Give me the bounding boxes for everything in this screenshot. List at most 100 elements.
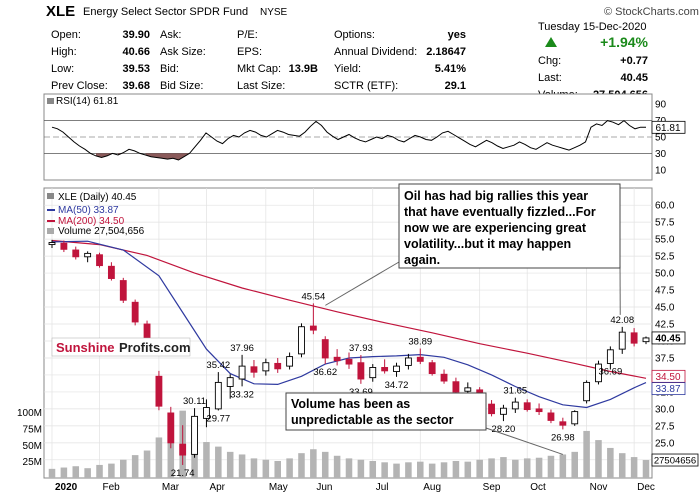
candle	[488, 400, 495, 417]
candle-body	[48, 242, 56, 246]
rsi-line	[51, 119, 647, 161]
candle	[155, 370, 163, 411]
volume-bar	[96, 464, 103, 478]
volume-bar	[333, 455, 341, 478]
candle-body	[630, 332, 638, 344]
volume-bar	[369, 461, 377, 478]
x-tick-label: Sep	[483, 482, 501, 493]
volume-bar	[310, 449, 317, 478]
x-tick-label: Nov	[590, 482, 608, 493]
price-tick-label: 30.0	[655, 404, 675, 415]
candle	[404, 353, 412, 370]
candle-body	[464, 387, 472, 392]
candle	[642, 336, 650, 345]
price-tick-label: 42.5	[655, 320, 675, 331]
price-tick-label: 27.5	[655, 421, 675, 432]
candle	[381, 359, 389, 374]
field-label: SCTR (ETF):	[334, 80, 398, 92]
field-label: Bid Size:	[160, 80, 203, 92]
candle	[393, 362, 400, 377]
symbol: XLE	[46, 3, 75, 20]
volume-bar	[345, 458, 353, 478]
x-axis-labels: 2020 Feb Mar Apr May Jun Jul Aug Sep Oct Nov Dec	[55, 482, 655, 493]
price-tick-label: 55.0	[655, 235, 675, 246]
candle	[167, 406, 175, 449]
fund-name: Energy Select Sector SPDR Fund	[83, 6, 248, 18]
rsi-tick-label: 90	[655, 100, 667, 111]
candle-body	[369, 367, 377, 379]
candle	[511, 397, 519, 413]
candle	[333, 349, 341, 366]
candle-body	[333, 356, 341, 362]
rsi-tick-label: 50	[655, 133, 667, 144]
candle	[96, 252, 103, 268]
candle-body	[618, 331, 626, 350]
oil-callout-line: volatility...but it may happen	[404, 237, 571, 251]
x-tick-label: Oct	[530, 482, 546, 493]
field-label: Annual Dividend:	[334, 46, 417, 58]
candle-body	[511, 401, 519, 410]
candle-body	[606, 349, 614, 364]
candle	[618, 326, 626, 354]
price-annotation: 36.62	[313, 367, 337, 378]
candle	[321, 336, 329, 364]
price-annotation: 33.69	[349, 387, 373, 398]
last-price-label: 33.87	[655, 384, 680, 395]
volume-bar	[215, 446, 222, 478]
rsi-label: RSI(14) 61.81	[56, 96, 119, 107]
up-arrow-icon	[545, 37, 557, 47]
volume-bar	[452, 461, 460, 478]
oil-callout-pointer-left	[325, 261, 400, 306]
candle-body	[500, 407, 507, 415]
legend-xle: XLE (Daily) 40.45	[47, 192, 137, 203]
legend-xle-label: XLE (Daily) 40.45	[58, 192, 137, 203]
volume-bar	[630, 457, 638, 478]
candle-body	[488, 403, 495, 415]
candle-body	[571, 411, 579, 425]
oil-callout-line: that have eventually fizzled...For	[404, 205, 596, 219]
volume-bar	[571, 451, 578, 478]
candle	[131, 299, 139, 326]
volume-callout-pointer	[485, 427, 564, 455]
field-value: +0.77	[620, 55, 648, 67]
volume-bar	[274, 461, 281, 478]
ma50-line	[51, 240, 647, 409]
price-tick-label: 25.0	[655, 438, 675, 449]
oil-callout: Oil has had big rallies this year that h…	[325, 183, 621, 315]
candle	[583, 380, 591, 404]
volume-bar	[512, 459, 519, 478]
field-label: High:	[51, 46, 77, 58]
price-annotation: 34.72	[385, 380, 409, 391]
volume-bar	[476, 459, 483, 478]
x-tick-label: Jun	[316, 482, 332, 493]
candle-body	[250, 366, 258, 373]
candle	[535, 403, 543, 415]
candle-body	[60, 242, 68, 250]
candle	[547, 409, 555, 424]
price-annotation: 35.42	[206, 360, 230, 371]
candle-body	[452, 381, 460, 393]
candle	[286, 352, 294, 370]
candle	[262, 358, 270, 376]
field-label: Mkt Cap:	[237, 63, 281, 75]
quote-fields: Open: 39.90 High: 40.66 Low: 39.53 Prev …	[51, 21, 649, 101]
volume-bar	[286, 458, 293, 478]
volume-callout-line: unpredictable as the sector	[291, 413, 454, 427]
volume-bar	[583, 430, 590, 478]
field-label: Prev Close:	[51, 80, 108, 92]
price-annotation: 36.69	[598, 366, 622, 377]
candle	[357, 355, 365, 384]
volume-bar	[203, 442, 210, 478]
candle	[238, 354, 246, 387]
candle-body	[595, 363, 602, 383]
volume-bar	[595, 440, 602, 478]
volume-bar	[321, 451, 329, 478]
candle	[60, 240, 68, 253]
candle	[214, 372, 222, 411]
last-price-label: 40.45	[655, 333, 680, 344]
candle-body	[191, 415, 198, 455]
candle-body	[226, 377, 234, 387]
volume-bar	[440, 462, 448, 478]
